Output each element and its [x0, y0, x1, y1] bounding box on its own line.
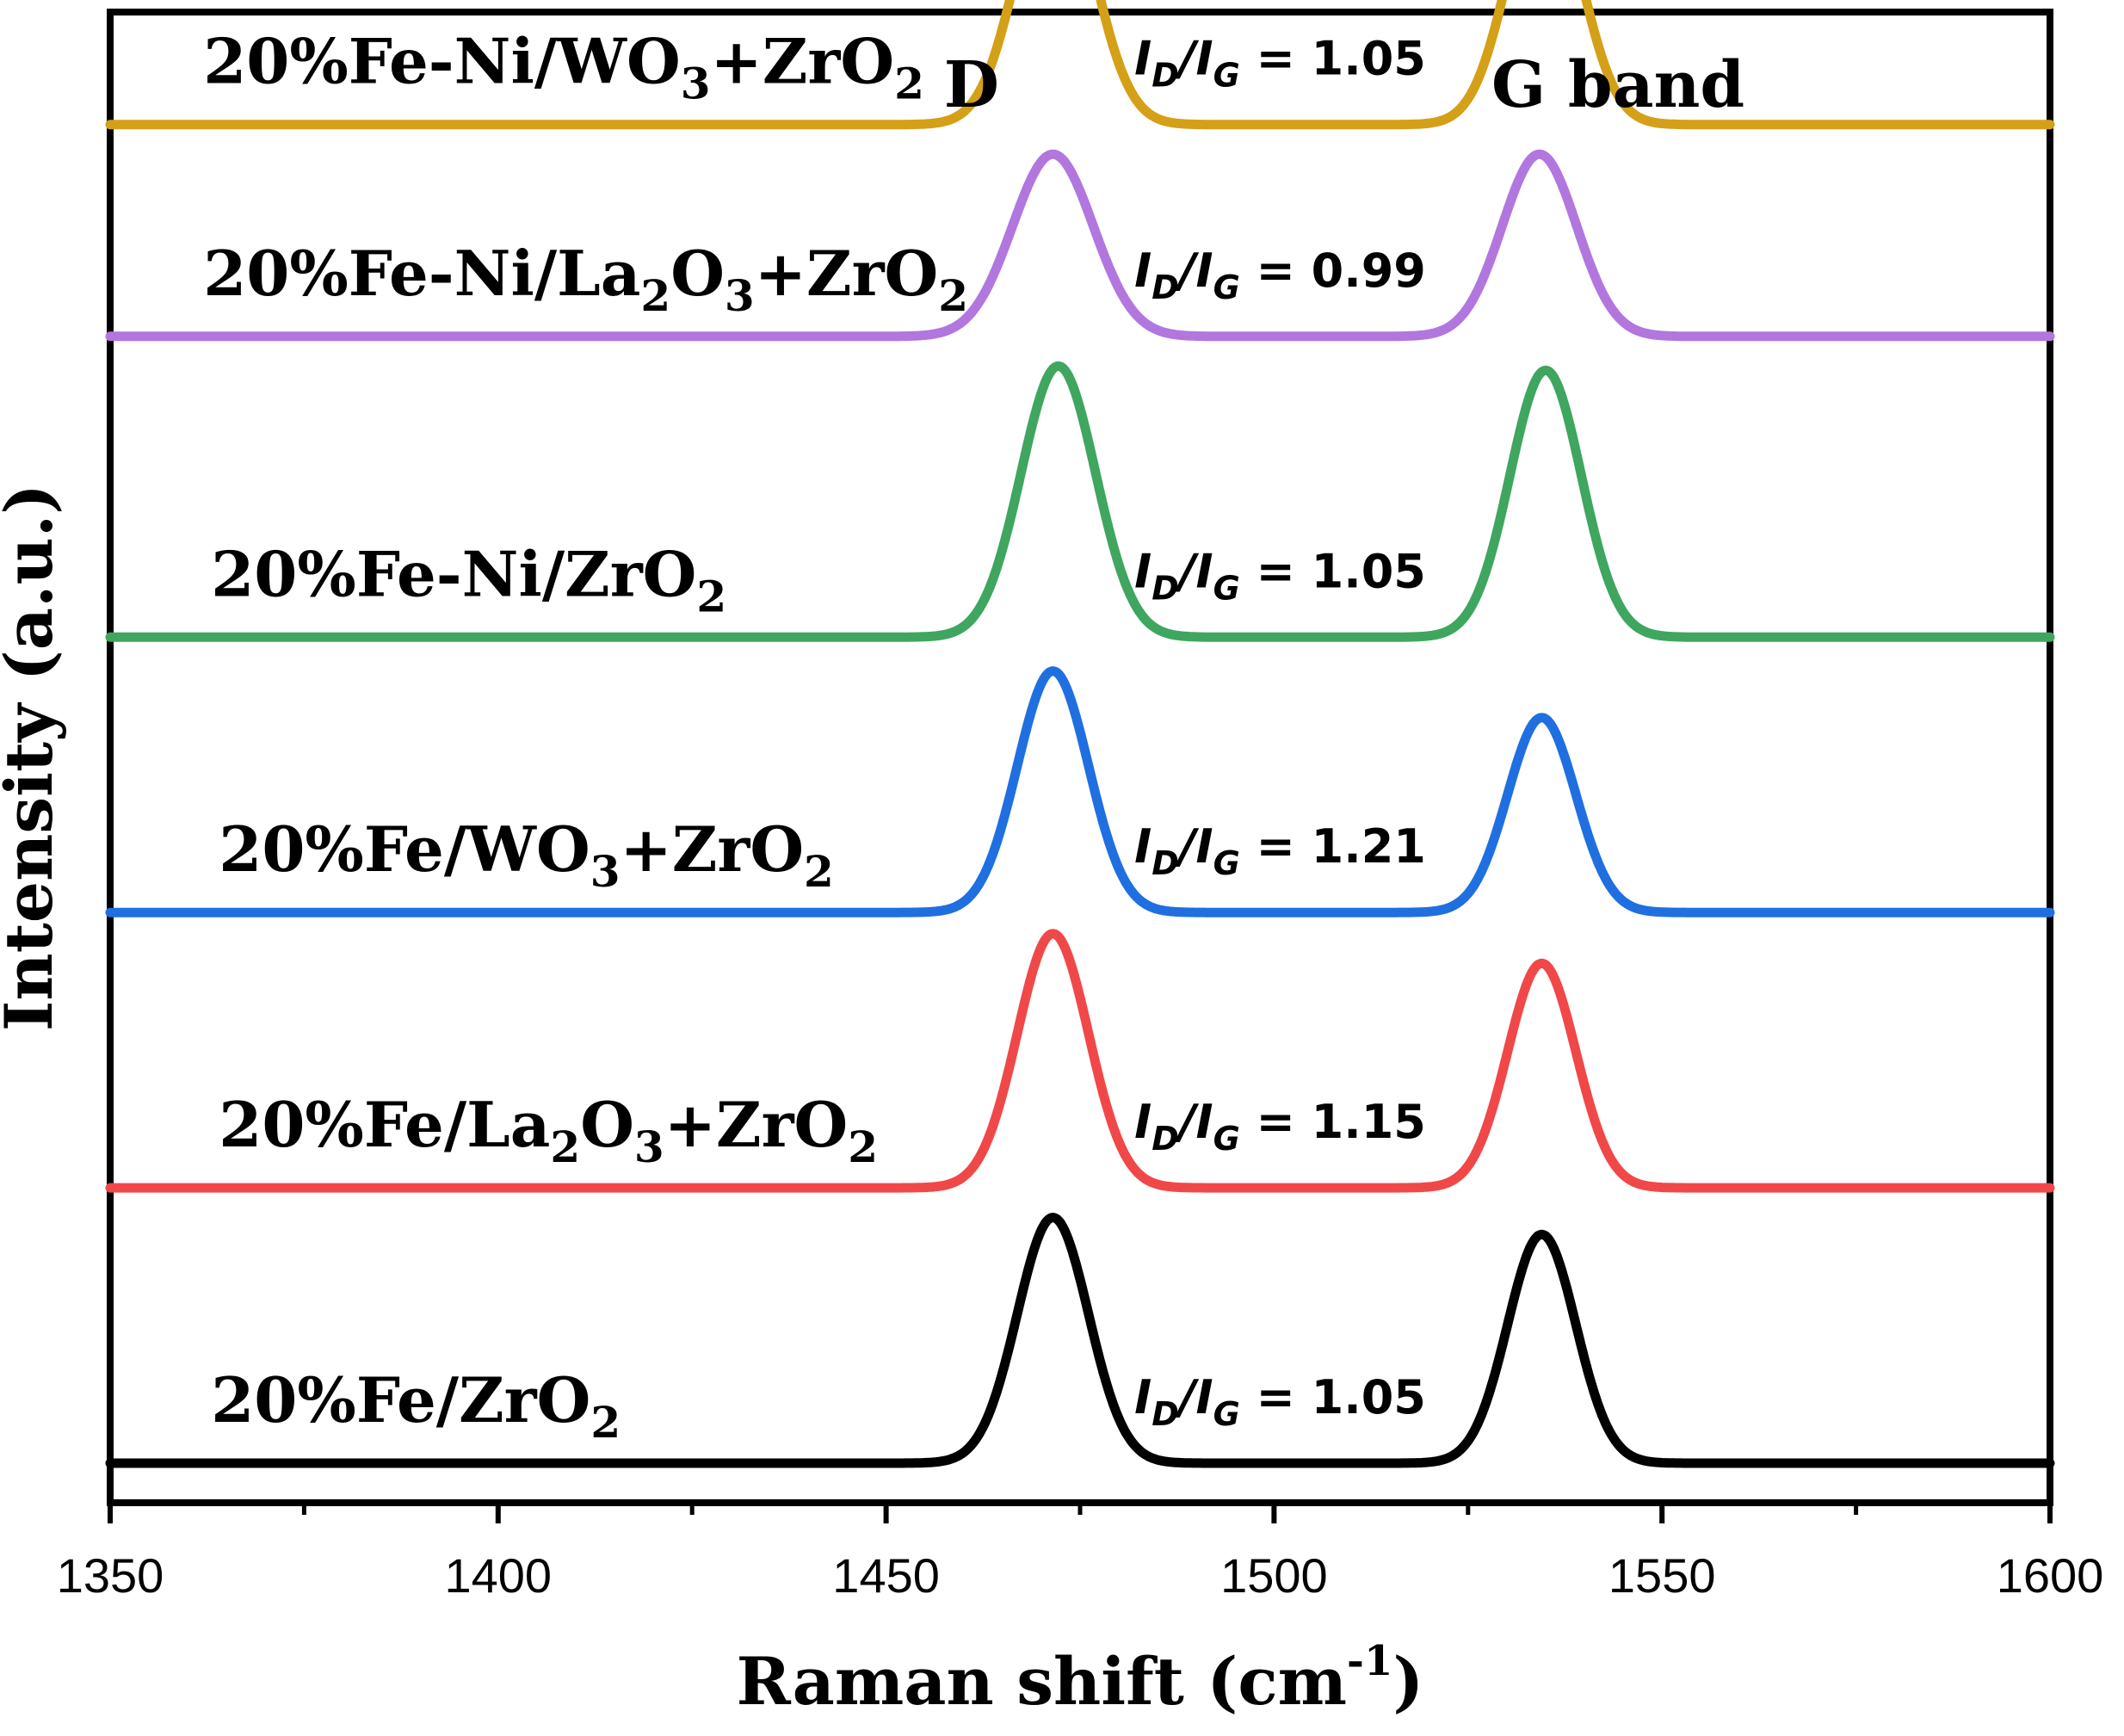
sample-label: 20%Fe-Ni/ZrO2: [211, 537, 726, 621]
x-tick-label: 1450: [832, 1548, 940, 1603]
x-axis-title: Raman shift (cm-1): [737, 1637, 1424, 1720]
x-tick-label: 1350: [57, 1548, 164, 1603]
y-axis-title: Intensity (a.u.): [0, 484, 67, 1031]
x-axis-ticks: 1350 1400 1450 1500 1550 1600: [57, 1503, 2104, 1603]
x-tick-label: 1500: [1220, 1548, 1328, 1603]
sample-label: 20%Fe-Ni/WO3+ZrO2: [203, 25, 924, 109]
x-tick-label: 1550: [1608, 1548, 1716, 1603]
id-ig-ratio-label: ID/IG = 1.05: [1134, 1370, 1426, 1433]
series-layer: [105, 0, 2055, 1468]
id-ig-ratio-label: ID/IG = 1.05: [1134, 32, 1426, 95]
annotation-layer: 20%Fe/ZrO2 ID/IG = 1.05 20%Fe/La2O3+ZrO2 ID…: [203, 25, 1426, 1448]
x-tick-label: 1600: [1997, 1548, 2104, 1603]
g-band-label: G band: [1491, 48, 1744, 122]
id-ig-ratio-label: ID/IG = 1.05: [1134, 544, 1426, 607]
sample-label: 20%Fe-Ni/La2O3+ZrO2: [203, 237, 968, 321]
id-ig-ratio-label: ID/IG = 1.21: [1134, 819, 1426, 882]
spectrum-line: [105, 361, 2055, 642]
id-ig-ratio-label: ID/IG = 0.99: [1134, 244, 1426, 306]
sample-label: 20%Fe/WO3+ZrO2: [219, 812, 834, 897]
spectrum-line: [105, 149, 2055, 342]
id-ig-ratio-label: ID/IG = 1.15: [1134, 1095, 1426, 1158]
spectrum-line: [105, 0, 2055, 130]
spectrum-line: [105, 1213, 2055, 1468]
spectrum-line: [105, 929, 2055, 1193]
sample-label: 20%Fe/ZrO2: [211, 1363, 621, 1448]
x-tick-label: 1400: [445, 1548, 553, 1603]
x-axis-title-close: ): [1392, 1643, 1423, 1720]
d-band-label: D: [944, 48, 999, 122]
x-axis-title-superscript: -1: [1347, 1637, 1392, 1685]
spectrum-line: [105, 666, 2055, 917]
sample-label: 20%Fe/La2O3+ZrO2: [219, 1088, 878, 1172]
